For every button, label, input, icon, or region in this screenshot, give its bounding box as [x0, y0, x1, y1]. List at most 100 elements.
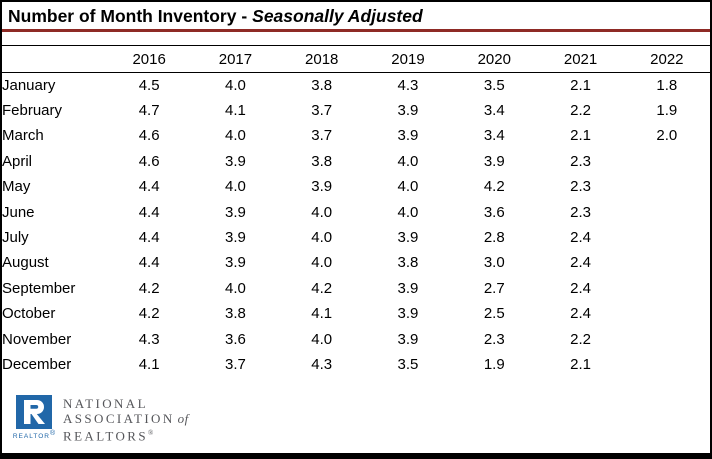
- inventory-value: 4.4: [138, 203, 160, 221]
- inventory-value: 4.0: [311, 330, 333, 348]
- table-row: December 4.1 3.7 4.3 3.5 1.9 2.1: [2, 352, 710, 377]
- inventory-value: 2.4: [570, 229, 591, 247]
- inventory-value: 4.3: [138, 330, 160, 348]
- inventory-value: 4.6: [138, 152, 160, 170]
- inventory-value: 4.5: [138, 76, 160, 94]
- registered-mark: ®: [49, 430, 56, 438]
- year-header: 2018: [278, 45, 365, 73]
- inventory-value: 3.6: [483, 203, 505, 221]
- inventory-value: [624, 149, 710, 174]
- inventory-value: [624, 199, 710, 224]
- inventory-value: 4.0: [311, 229, 333, 247]
- inventory-value: [624, 326, 710, 351]
- month-label: June: [2, 203, 35, 221]
- nar-wordmark-line1: NATIONAL: [63, 396, 148, 412]
- table-body: January 4.5 4.0 3.8 4.3 3.5 2.1 1.8 February 4.7 4…: [2, 73, 710, 378]
- inventory-value: 2.4: [570, 254, 591, 272]
- inventory-value: 4.0: [311, 254, 333, 272]
- month-label: October: [2, 305, 56, 323]
- inventory-value: 2.1: [570, 355, 591, 373]
- table-row: May 4.4 4.0 3.9 4.0 4.2 2.3: [2, 174, 710, 199]
- year-header-row: 2016 2017 2018 2019 2020 2021 2022: [2, 45, 710, 73]
- nar-wordmark-line3: REALTORS®: [63, 428, 154, 444]
- inventory-value: 3.9: [224, 152, 246, 170]
- month-label: December: [2, 355, 72, 373]
- inventory-value: 4.4: [138, 229, 160, 247]
- year-header: 2020: [451, 45, 538, 73]
- inventory-value: [624, 174, 710, 199]
- inventory-value: 4.6: [138, 127, 160, 145]
- registered-mark: ®: [147, 429, 154, 438]
- inventory-value: 2.1: [570, 127, 591, 145]
- inventory-value: 3.9: [483, 152, 505, 170]
- month-label: January: [2, 76, 56, 94]
- inventory-value: [624, 352, 710, 377]
- inventory-value: 4.3: [311, 355, 333, 373]
- inventory-value: 2.3: [570, 152, 591, 170]
- title-bar: Number of Month Inventory - Seasonally Ad…: [2, 2, 710, 32]
- nar-wordmark-of: of: [177, 410, 189, 426]
- inventory-value: 4.4: [138, 254, 160, 272]
- inventory-value: 3.9: [311, 178, 333, 196]
- inventory-value: 4.1: [311, 305, 333, 323]
- inventory-value: 4.0: [224, 178, 246, 196]
- inventory-value: [624, 276, 710, 301]
- inventory-value: 3.8: [397, 254, 419, 272]
- table-row: October 4.2 3.8 4.1 3.9 2.5 2.4: [2, 301, 710, 326]
- inventory-value: 3.9: [397, 305, 419, 323]
- inventory-value: 3.7: [224, 355, 246, 373]
- nar-wordmark: NATIONAL ASSOCIATION of REALTORS®: [63, 395, 189, 444]
- page-title-emphasis: Seasonally Adjusted: [252, 6, 423, 26]
- inventory-value: 4.0: [224, 76, 246, 94]
- table-row: November 4.3 3.6 4.0 3.9 2.3 2.2: [2, 326, 710, 351]
- inventory-value: 4.0: [397, 203, 419, 221]
- month-label: July: [2, 229, 29, 247]
- month-label: May: [2, 178, 31, 196]
- inventory-value: 3.5: [397, 355, 419, 373]
- table-row: June 4.4 3.9 4.0 4.0 3.6 2.3: [2, 199, 710, 224]
- realtor-mark: REALTOR®: [12, 395, 56, 441]
- inventory-value: 2.3: [570, 178, 591, 196]
- inventory-value: [624, 225, 710, 250]
- inventory-value: 3.9: [397, 330, 419, 348]
- year-header: 2017: [192, 45, 279, 73]
- inventory-value: 3.8: [311, 152, 333, 170]
- inventory-value: 2.3: [570, 203, 591, 221]
- inventory-value: 3.0: [483, 254, 505, 272]
- inventory-value: 3.8: [224, 305, 246, 323]
- table-row: April 4.6 3.9 3.8 4.0 3.9 2.3: [2, 149, 710, 174]
- inventory-value: 4.1: [224, 102, 246, 120]
- month-label: February: [2, 102, 63, 120]
- inventory-value: 4.0: [224, 279, 246, 297]
- inventory-value: 2.8: [483, 229, 505, 247]
- inventory-value: 3.7: [311, 102, 333, 120]
- inventory-table: 2016 2017 2018 2019 2020 2021 2022 January 4.5 4…: [2, 45, 710, 377]
- inventory-value: 4.7: [138, 102, 160, 120]
- inventory-value: 3.9: [224, 229, 246, 247]
- inventory-value: 1.9: [656, 102, 678, 120]
- inventory-value: 1.9: [483, 355, 505, 373]
- month-column-header: [2, 45, 106, 73]
- inventory-value: 2.2: [570, 102, 591, 120]
- year-header: 2016: [106, 45, 193, 73]
- table-row: August 4.4 3.9 4.0 3.8 3.0 2.4: [2, 250, 710, 275]
- inventory-value: 4.3: [397, 76, 419, 94]
- inventory-value: 4.0: [224, 127, 246, 145]
- realtor-r-icon: [16, 395, 52, 430]
- inventory-value: 4.1: [138, 355, 160, 373]
- month-label: April: [2, 152, 33, 170]
- table-row: September 4.2 4.0 4.2 3.9 2.7 2.4: [2, 276, 710, 301]
- inventory-value: 2.7: [483, 279, 505, 297]
- inventory-value: 1.8: [656, 76, 678, 94]
- table-row: February 4.7 4.1 3.7 3.9 3.4 2.2 1.9: [2, 98, 710, 123]
- year-header: 2021: [537, 45, 624, 73]
- inventory-value: 3.9: [224, 254, 246, 272]
- inventory-value: 3.9: [397, 102, 419, 120]
- inventory-value: 4.4: [138, 178, 160, 196]
- inventory-value: [624, 301, 710, 326]
- inventory-value: 4.0: [311, 203, 333, 221]
- realtor-banner-label: REALTOR®: [12, 430, 56, 441]
- inventory-value: 3.7: [311, 127, 333, 145]
- table-row: March 4.6 4.0 3.7 3.9 3.4 2.1 2.0: [2, 123, 710, 148]
- month-label: March: [2, 127, 44, 145]
